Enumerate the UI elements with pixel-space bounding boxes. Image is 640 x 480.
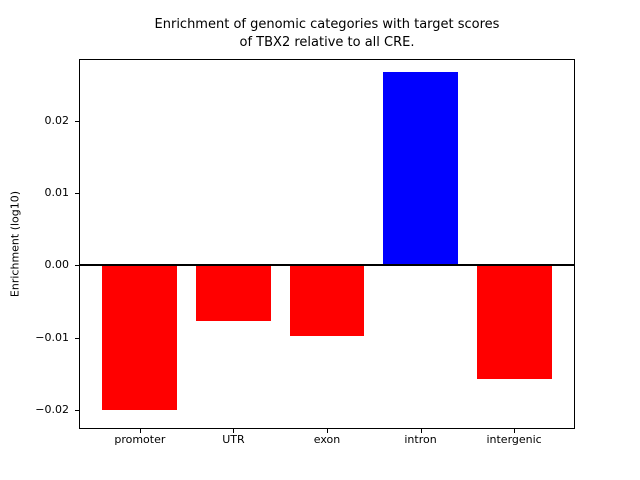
x-tick-label-intergenic: intergenic [486,433,542,446]
bar-exon [289,265,365,337]
y-tick-label: 0.00 [44,258,70,272]
y-tick-label: 0.01 [44,186,70,200]
y-tick-label: 0.02 [44,113,70,127]
y-tick-mark [75,337,79,339]
x-tick-mark [139,429,141,433]
y-tick-mark [75,265,79,267]
x-tick-mark [233,429,235,433]
x-tick-label-exon: exon [313,433,341,446]
bar-intergenic [476,265,552,379]
x-tick-label-promoter: promoter [114,433,166,446]
bar-promoter [102,265,178,410]
y-tick-mark [75,409,79,411]
plot-area [79,59,575,429]
x-tick-mark [327,429,328,433]
y-axis-label: Enrichment (log10) [8,190,22,298]
y-tick-label: −0.02 [35,402,69,416]
x-tick-mark [420,429,422,433]
chart-title: Enrichment of genomic categories with ta… [154,17,500,50]
x-tick-mark [514,429,516,433]
zero-line [80,264,574,267]
y-tick-mark [75,120,79,122]
bar-UTR [196,265,271,321]
y-tick-label: −0.01 [35,330,69,344]
x-tick-label-intron: intron [404,433,437,446]
bar-intron [383,72,458,266]
x-tick-label-UTR: UTR [222,433,245,446]
y-tick-mark [75,193,79,195]
